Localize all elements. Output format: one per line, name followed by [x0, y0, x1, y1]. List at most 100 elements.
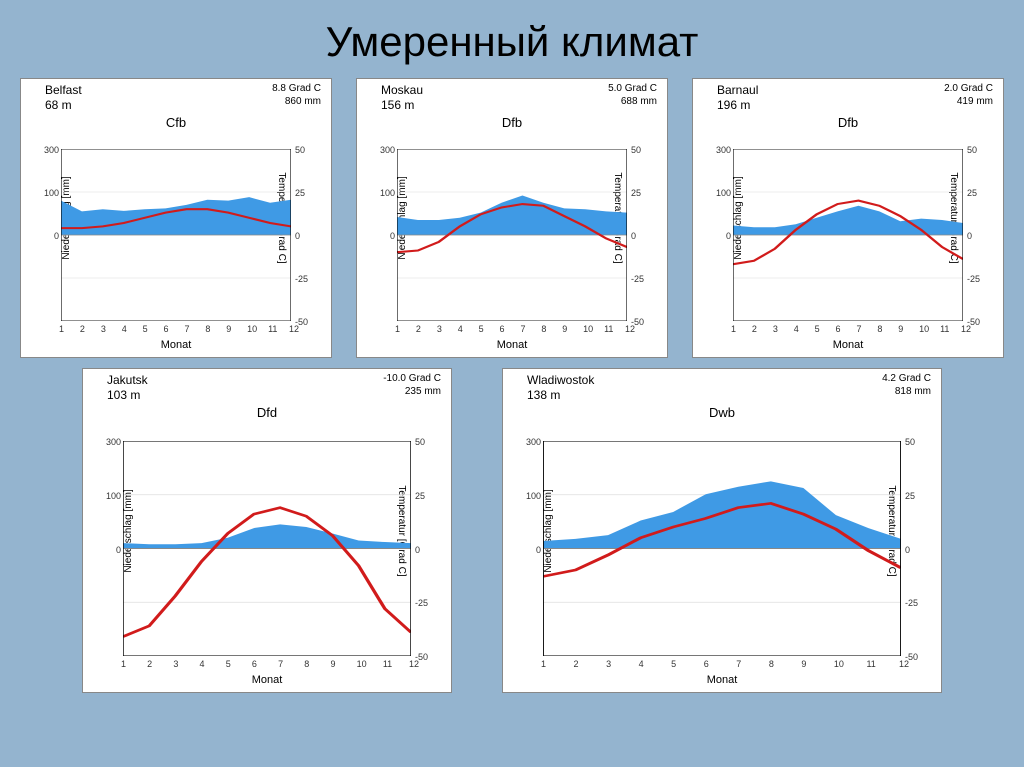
- plot-area: [61, 149, 291, 321]
- x-tick: 9: [226, 324, 231, 334]
- x-tick: 10: [834, 659, 844, 669]
- y1-tick: 300: [716, 145, 731, 155]
- page-title: Умеренный климат: [0, 0, 1024, 78]
- x-tick: 11: [268, 324, 277, 334]
- x-tick: 6: [164, 324, 169, 334]
- x-tick: 8: [877, 324, 882, 334]
- x-tick: 2: [147, 659, 152, 669]
- x-tick: 3: [773, 324, 778, 334]
- x-tick: 7: [184, 324, 189, 334]
- plot-area: [123, 441, 411, 656]
- y1-tick: 0: [116, 545, 121, 555]
- x-tick: 4: [458, 324, 463, 334]
- y2-tick: 50: [415, 437, 425, 447]
- y1-tick: 100: [44, 188, 59, 198]
- y2-tick: 50: [295, 145, 305, 155]
- y1-tick: 0: [390, 231, 395, 241]
- x-tick: 8: [769, 659, 774, 669]
- precip-area: [397, 195, 627, 235]
- x-tick: 12: [961, 324, 971, 334]
- climate-code: Dfb: [357, 115, 667, 130]
- x-tick: 9: [898, 324, 903, 334]
- x-tick: 7: [856, 324, 861, 334]
- chart-stats: 5.0 Grad C688 mm: [608, 83, 657, 113]
- x-tick: 10: [357, 659, 367, 669]
- y2-tick: 50: [967, 145, 977, 155]
- x-tick: 4: [122, 324, 127, 334]
- x-tick: 12: [625, 324, 635, 334]
- x-tick: 7: [736, 659, 741, 669]
- y1-tick: 0: [536, 545, 541, 555]
- chart-city: Barnaul196 m: [717, 83, 758, 113]
- x-tick: 9: [562, 324, 567, 334]
- x-axis-label: Monat: [503, 674, 941, 686]
- x-tick: 6: [252, 659, 257, 669]
- plot-area: [397, 149, 627, 321]
- x-tick: 11: [940, 324, 949, 334]
- y1-tick: 100: [716, 188, 731, 198]
- climate-code: Dfd: [83, 405, 451, 420]
- x-tick: 8: [205, 324, 210, 334]
- y1-tick: 300: [44, 145, 59, 155]
- x-tick: 12: [899, 659, 909, 669]
- y2-tick: 25: [295, 188, 305, 198]
- x-tick: 10: [919, 324, 929, 334]
- y2-tick: -25: [905, 598, 918, 608]
- precip-area: [733, 206, 963, 235]
- chart-city: Belfast68 m: [45, 83, 82, 113]
- y2-tick: 25: [967, 188, 977, 198]
- x-tick: 10: [583, 324, 593, 334]
- x-tick: 5: [226, 659, 231, 669]
- chart-city: Jakutsk103 m: [107, 373, 148, 403]
- y2-tick: 0: [631, 231, 636, 241]
- x-axis-label: Monat: [83, 674, 451, 686]
- x-tick: 5: [479, 324, 484, 334]
- charts-row-1: Belfast68 m8.8 Grad C860 mmCfbNiederschl…: [0, 78, 1024, 358]
- x-tick: 6: [836, 324, 841, 334]
- x-tick: 1: [731, 324, 736, 334]
- x-tick: 2: [574, 659, 579, 669]
- x-tick: 2: [80, 324, 85, 334]
- climate-code: Cfb: [21, 115, 331, 130]
- plot-area: [733, 149, 963, 321]
- precip-area: [123, 524, 411, 548]
- y2-tick: -25: [415, 598, 428, 608]
- x-tick: 9: [330, 659, 335, 669]
- x-tick: 5: [143, 324, 148, 334]
- x-tick: 3: [437, 324, 442, 334]
- climate-chart-wladiwostok: Wladiwostok138 m4.2 Grad C818 mmDwbNiede…: [502, 368, 942, 693]
- chart-city: Wladiwostok138 m: [527, 373, 594, 403]
- chart-stats: -10.0 Grad C235 mm: [383, 373, 441, 403]
- x-tick: 1: [395, 324, 400, 334]
- y2-tick: 50: [905, 437, 915, 447]
- x-tick: 11: [383, 659, 392, 669]
- y2-tick: -25: [631, 274, 644, 284]
- x-tick: 1: [121, 659, 126, 669]
- x-tick: 4: [639, 659, 644, 669]
- chart-city: Moskau156 m: [381, 83, 423, 113]
- climate-chart-belfast: Belfast68 m8.8 Grad C860 mmCfbNiederschl…: [20, 78, 332, 358]
- plot-area: [543, 441, 901, 656]
- x-tick: 3: [173, 659, 178, 669]
- x-tick: 5: [815, 324, 820, 334]
- x-tick: 8: [541, 324, 546, 334]
- y2-tick: -25: [967, 274, 980, 284]
- x-axis-label: Monat: [693, 339, 1003, 351]
- y2-tick: 50: [631, 145, 641, 155]
- climate-chart-jakutsk: Jakutsk103 m-10.0 Grad C235 mmDfdNieders…: [82, 368, 452, 693]
- x-tick: 2: [752, 324, 757, 334]
- y1-tick: 0: [54, 231, 59, 241]
- chart-stats: 8.8 Grad C860 mm: [272, 83, 321, 113]
- x-tick: 3: [101, 324, 106, 334]
- x-tick: 4: [200, 659, 205, 669]
- y1-tick: 100: [106, 491, 121, 501]
- x-tick: 11: [604, 324, 613, 334]
- x-tick: 7: [278, 659, 283, 669]
- climate-code: Dwb: [503, 405, 941, 420]
- precip-area: [61, 197, 291, 235]
- y2-tick: 25: [905, 491, 915, 501]
- x-axis-label: Monat: [357, 339, 667, 351]
- y2-tick: 25: [631, 188, 641, 198]
- x-axis-label: Monat: [21, 339, 331, 351]
- x-tick: 2: [416, 324, 421, 334]
